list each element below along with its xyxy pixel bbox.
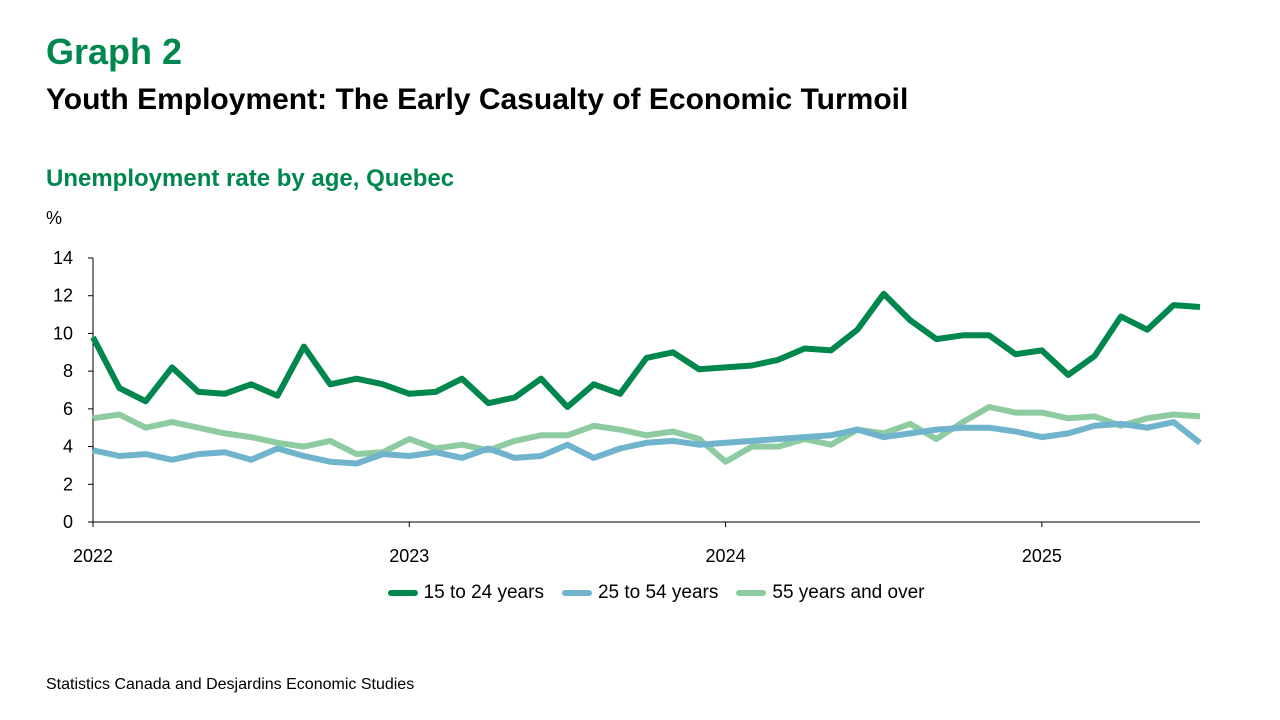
chart-legend: 15 to 24 years 25 to 54 years 55 years and…: [0, 580, 1280, 606]
y-tick-label: 4: [63, 437, 73, 457]
y-tick-label: 0: [63, 512, 73, 532]
series-line-15-to-24-years: [90, 290, 1201, 410]
legend-item: 15 to 24 years: [387, 580, 544, 606]
line-chart: 0 2 4 6 8 10 12 14 2022 2023 2024 2025: [53, 248, 1202, 566]
legend-label: 55 years and over: [772, 582, 925, 603]
legend-swatch: [387, 590, 418, 596]
legend-swatch: [736, 590, 767, 596]
chart-series: [90, 290, 1202, 467]
series-line-25-to-54-years: [92, 419, 1202, 467]
y-axis-unit-label: %: [46, 208, 63, 228]
chart-title: Unemployment rate by age, Quebec: [46, 165, 455, 192]
legend-item: 25 to 54 years: [561, 580, 719, 606]
graph-number: Graph 2: [46, 31, 183, 72]
x-tick-label: 2022: [73, 546, 113, 566]
x-tick-label: 2025: [1022, 546, 1062, 566]
y-tick-label: 14: [53, 248, 73, 268]
page-title: Youth Employment: The Early Casualty of …: [46, 83, 909, 116]
x-tick-label: 2023: [389, 546, 429, 566]
legend-swatch: [561, 590, 592, 596]
y-tick-label: 10: [53, 323, 73, 343]
legend-label: 25 to 54 years: [597, 582, 719, 603]
y-tick-label: 8: [63, 361, 73, 381]
series-line-55-years-and-over: [92, 404, 1201, 465]
source-note: Statistics Canada and Desjardins Economi…: [46, 676, 415, 693]
legend-item: 55 years and over: [736, 580, 924, 606]
y-tick-label: 6: [63, 399, 73, 419]
y-tick-label: 12: [53, 286, 73, 306]
y-tick-label: 2: [63, 474, 73, 494]
legend-label: 15 to 24 years: [423, 582, 544, 603]
x-tick-label: 2024: [706, 546, 746, 566]
chart-axes: 0 2 4 6 8 10 12 14 2022 2023 2024 2025: [53, 248, 1200, 566]
